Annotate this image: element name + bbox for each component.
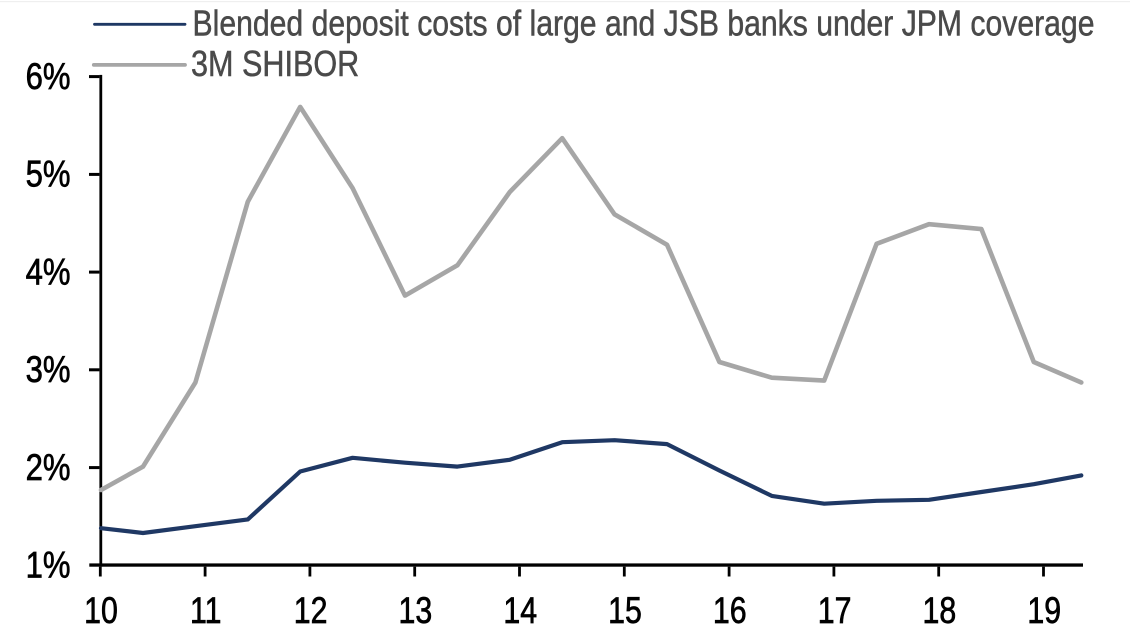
svg-text:14: 14 <box>503 590 537 632</box>
svg-text:18: 18 <box>923 590 957 632</box>
svg-text:15: 15 <box>608 590 642 632</box>
svg-text:11: 11 <box>190 590 221 632</box>
svg-text:3M SHIBOR: 3M SHIBOR <box>191 45 359 85</box>
svg-text:2%: 2% <box>26 447 71 488</box>
svg-text:Blended deposit costs of large: Blended deposit costs of large and JSB b… <box>193 4 1095 44</box>
svg-text:13: 13 <box>399 590 433 632</box>
svg-text:10: 10 <box>84 590 118 632</box>
svg-text:4%: 4% <box>26 252 71 293</box>
svg-text:16: 16 <box>713 590 747 632</box>
svg-text:5%: 5% <box>26 154 71 195</box>
svg-text:3%: 3% <box>26 350 71 391</box>
svg-text:6%: 6% <box>26 56 71 97</box>
svg-text:1%: 1% <box>26 545 71 586</box>
svg-text:19: 19 <box>1027 590 1061 632</box>
svg-text:17: 17 <box>818 590 852 632</box>
svg-text:12: 12 <box>294 590 328 632</box>
